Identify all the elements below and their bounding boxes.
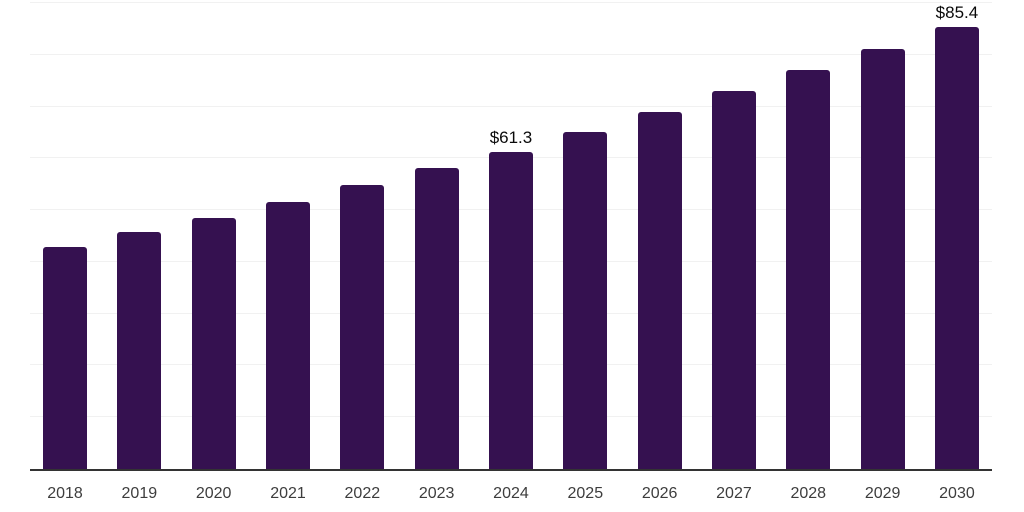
x-tick-label-2028: 2028 xyxy=(790,485,827,502)
bar-column-2026 xyxy=(637,3,682,469)
value-label-2024: $61.3 xyxy=(489,127,533,147)
bar-2022 xyxy=(340,184,385,469)
bar-2028 xyxy=(786,69,831,469)
bar-2025 xyxy=(563,131,608,469)
x-tick-label-2018: 2018 xyxy=(47,485,83,502)
x-tick-label-2024: 2024 xyxy=(493,485,529,502)
bar-column-2027 xyxy=(711,3,756,469)
x-tick-label-2022: 2022 xyxy=(344,485,381,502)
bar-column-2029 xyxy=(860,3,905,469)
bar-column-2018 xyxy=(43,3,87,469)
x-tick-label-2030: 2030 xyxy=(939,485,975,502)
gridline xyxy=(30,2,992,3)
bar-column-2025 xyxy=(563,3,608,469)
bar-column-2024: $61.3 xyxy=(488,3,533,469)
x-axis-tick-labels: 2018 2019 2020 2021 2022 2023 2024 2025 2026 2027… xyxy=(30,471,992,512)
plot-area: $61.3 $85.4 xyxy=(30,3,992,469)
bar-column-2022 xyxy=(340,3,385,469)
x-tick-label-2021: 2021 xyxy=(270,485,306,502)
x-tick-label-2025: 2025 xyxy=(567,485,604,502)
x-tick-label-2019: 2019 xyxy=(121,485,158,502)
bar-2024 xyxy=(488,151,533,469)
bar-2020 xyxy=(191,217,236,469)
x-tick-label-2029: 2029 xyxy=(864,485,901,502)
x-axis-line xyxy=(30,469,992,471)
x-tick-label-2027: 2027 xyxy=(716,485,752,502)
bar-2023 xyxy=(414,168,459,469)
bar-2026 xyxy=(637,111,682,469)
bar-2021 xyxy=(265,201,310,469)
bar-column-2019 xyxy=(117,3,162,469)
bar-column-2021 xyxy=(265,3,310,469)
bar-2029 xyxy=(860,48,905,469)
bar-2027 xyxy=(711,91,756,469)
gridline xyxy=(30,105,992,107)
bar-column-2023 xyxy=(414,3,459,469)
gridline xyxy=(30,53,992,55)
value-label-2030: $85.4 xyxy=(935,3,979,22)
bar-2030 xyxy=(934,27,979,469)
x-tick-label-2023: 2023 xyxy=(418,485,455,502)
bar-2019 xyxy=(117,231,162,469)
x-tick-label-2026: 2026 xyxy=(641,485,678,502)
bar-column-2020 xyxy=(191,3,236,469)
bar-2018 xyxy=(43,247,87,469)
bar-column-2028 xyxy=(786,3,831,469)
bar-column-2030: $85.4 xyxy=(934,3,979,469)
x-tick-label-2020: 2020 xyxy=(195,485,232,502)
